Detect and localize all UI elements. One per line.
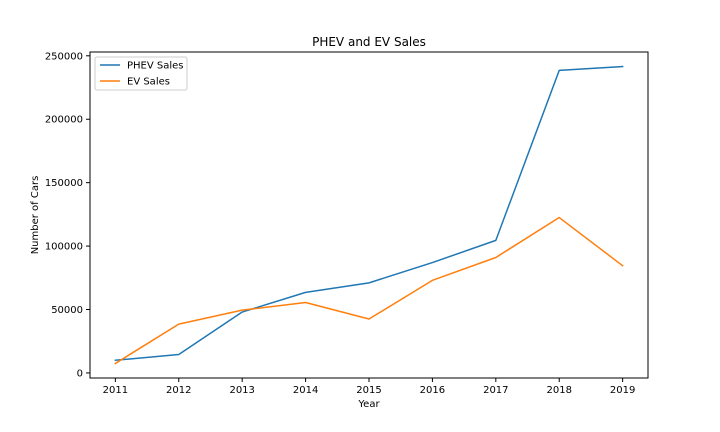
x-tick-label: 2018 bbox=[547, 385, 572, 396]
x-tick-label: 2019 bbox=[610, 385, 635, 396]
series-lines bbox=[114, 65, 624, 365]
x-tick-label: 2013 bbox=[229, 385, 254, 396]
x-tick-label: 2015 bbox=[356, 385, 381, 396]
y-tick-label: 0 bbox=[77, 368, 83, 379]
y-axis-ticks: 0 50000 100000 150000 200000 250000 bbox=[45, 51, 90, 379]
x-tick-label: 2012 bbox=[166, 385, 191, 396]
legend: PHEV Sales EV Sales bbox=[94, 56, 188, 91]
y-tick-label: 50000 bbox=[51, 305, 83, 316]
chart-title: PHEV and EV Sales bbox=[312, 35, 426, 49]
y-tick-label: 100000 bbox=[45, 242, 83, 253]
x-axis-ticks: 2011 2012 2013 2014 2015 2016 2017 2018 2019 bbox=[103, 378, 635, 396]
x-tick-label: 2014 bbox=[293, 385, 318, 396]
y-axis-label: Number of Cars bbox=[30, 176, 41, 255]
y-tick-label: 200000 bbox=[45, 115, 83, 126]
x-tick-label: 2011 bbox=[103, 385, 128, 396]
y-tick-label: 150000 bbox=[45, 178, 83, 189]
series-line-ev-sales bbox=[114, 216, 624, 365]
x-tick-label: 2016 bbox=[420, 385, 445, 396]
x-axis-label: Year bbox=[357, 399, 380, 410]
legend-label-phev-sales: PHEV Sales bbox=[127, 61, 184, 72]
legend-label-ev-sales: EV Sales bbox=[127, 77, 170, 88]
series-line-phev-sales bbox=[114, 65, 624, 362]
y-tick-label: 250000 bbox=[45, 51, 83, 62]
plot-frame bbox=[89, 51, 649, 379]
x-tick-label: 2017 bbox=[483, 385, 508, 396]
